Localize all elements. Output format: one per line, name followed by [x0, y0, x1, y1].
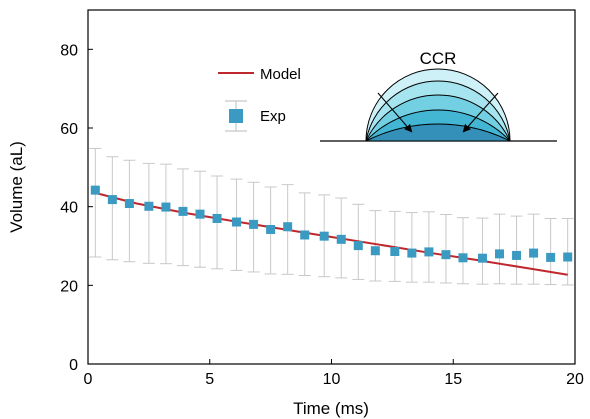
- exp-errorbar-16: [369, 210, 382, 282]
- exp-point-24: [512, 250, 522, 260]
- exp-point-15: [353, 241, 363, 251]
- exp-errorbar-22: [476, 217, 489, 285]
- legend-exp-swatch: [229, 109, 243, 123]
- exp-point-0: [90, 185, 100, 195]
- ccr-droplet-cap-4: [365, 123, 511, 142]
- exp-errorbar-21: [456, 217, 469, 285]
- exp-errorbar-1: [106, 156, 119, 261]
- ccr-inset: CCR: [320, 49, 557, 142]
- x-tick-label-1: 5: [205, 371, 214, 388]
- exp-point-22: [477, 253, 487, 263]
- y-axis-label: Volume (aL): [7, 141, 26, 233]
- exp-point-8: [232, 217, 242, 227]
- exp-point-7: [212, 213, 222, 223]
- exp-errorbar-3: [142, 162, 155, 264]
- legend-model-label: Model: [260, 66, 301, 83]
- exp-point-1: [107, 195, 117, 205]
- exp-errorbar-4: [159, 163, 172, 265]
- exp-errorbar-18: [405, 212, 418, 283]
- plot-area-frame: [87, 9, 576, 365]
- x-tick-label-2: 10: [323, 371, 341, 388]
- exp-errorbar-24: [510, 215, 523, 285]
- exp-point-18: [407, 248, 417, 258]
- ccr-arrow-right-icon: [462, 92, 499, 133]
- exp-point-12: [300, 230, 310, 240]
- exp-errorbar-0: [89, 147, 102, 258]
- exp-point-20: [441, 250, 451, 260]
- exp-errorbar-20: [439, 214, 452, 284]
- exp-point-9: [249, 219, 259, 229]
- exp-point-26: [546, 252, 556, 262]
- exp-errorbar-2: [123, 159, 136, 263]
- exp-point-6: [195, 209, 205, 219]
- y-tick-label-2: 40: [60, 200, 78, 217]
- x-axis-label: Time (ms): [293, 399, 369, 418]
- legend-exp-label: Exp: [260, 108, 286, 125]
- exp-point-27: [563, 252, 573, 262]
- x-tick-label-3: 15: [444, 371, 462, 388]
- exp-point-3: [144, 201, 154, 211]
- exp-errorbar-6: [194, 170, 207, 268]
- exp-point-10: [266, 224, 276, 234]
- exp-point-5: [178, 206, 188, 216]
- ccr-droplet-layers: [364, 68, 512, 142]
- exp-point-21: [458, 253, 468, 263]
- ccr-arrow-left-icon: [377, 92, 413, 133]
- ccr-title: CCR: [420, 49, 457, 68]
- exp-errorbar-23: [493, 213, 506, 285]
- exp-point-14: [336, 234, 346, 244]
- exp-point-17: [390, 247, 400, 257]
- axis-ticks: 0 5 10 15 20 0 20 40 60 80: [60, 42, 584, 388]
- exp-point-19: [424, 247, 434, 257]
- exp-point-16: [370, 246, 380, 256]
- x-tick-label-0: 0: [84, 371, 93, 388]
- exp-point-13: [319, 231, 329, 241]
- exp-point-4: [161, 202, 171, 212]
- exp-errorbar-5: [176, 168, 189, 267]
- exp-point-23: [495, 249, 505, 259]
- exp-errorbar-26: [544, 217, 557, 286]
- exp-point-11: [283, 222, 293, 232]
- exp-point-25: [529, 248, 539, 258]
- y-tick-label-1: 20: [60, 278, 78, 295]
- x-tick-label-4: 20: [566, 371, 584, 388]
- errorbar-layer: [89, 147, 574, 286]
- y-tick-label-4: 80: [60, 42, 78, 59]
- y-tick-label-0: 0: [69, 357, 78, 374]
- y-tick-label-3: 60: [60, 121, 78, 138]
- exp-errorbar-19: [422, 211, 435, 283]
- exp-marker-layer: [90, 185, 573, 263]
- legend: Model Exp: [218, 66, 301, 132]
- exp-point-2: [124, 199, 134, 209]
